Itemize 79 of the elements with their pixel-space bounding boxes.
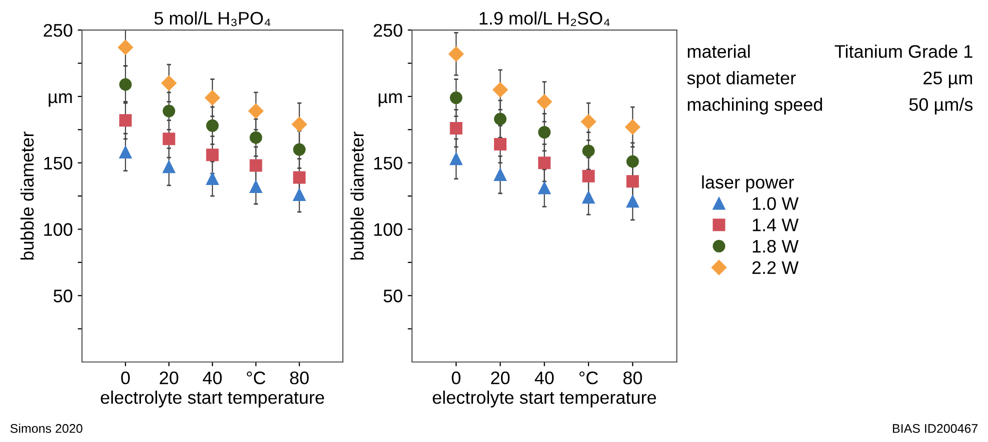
x-axis-title: electrolyte start temperature xyxy=(100,390,324,408)
point xyxy=(494,168,507,182)
text: 50 µm/s xyxy=(909,98,973,114)
point xyxy=(580,114,596,130)
y-tick-label: 50 xyxy=(384,290,402,302)
x-tick-label: 0 xyxy=(452,372,460,384)
point xyxy=(494,112,507,126)
point xyxy=(538,156,551,170)
y-axis-title: bubble diameter xyxy=(20,132,34,260)
x-tick-label: 80 xyxy=(290,372,309,384)
x-tick-label: 40 xyxy=(202,372,222,384)
legend-label: 2.2 W xyxy=(752,261,799,274)
point xyxy=(293,143,306,156)
y-axis-title: bubble diameter xyxy=(350,132,364,260)
point xyxy=(492,82,508,98)
point xyxy=(450,122,462,135)
point xyxy=(119,114,132,127)
point xyxy=(448,46,464,62)
x-axis-title: electrolyte start temperature xyxy=(432,390,656,408)
point xyxy=(206,119,219,132)
chart-title: 5 mol/L H₃PO₄ xyxy=(154,11,270,26)
point xyxy=(626,195,639,208)
point xyxy=(161,76,177,91)
point xyxy=(119,146,132,158)
point xyxy=(206,148,219,162)
y-tick-label: 50 xyxy=(54,290,72,302)
point xyxy=(582,170,595,182)
y-tick-label: 150 xyxy=(44,156,72,170)
point xyxy=(538,182,551,194)
x-tick-label: °C xyxy=(246,372,266,384)
point xyxy=(248,103,264,119)
x-tick-label: 20 xyxy=(491,372,510,384)
y-tick-label: 150 xyxy=(374,156,402,170)
x-tick-label: 20 xyxy=(160,372,178,384)
point xyxy=(582,144,595,158)
point xyxy=(250,180,262,193)
point xyxy=(625,119,640,135)
legend-label: 1.0 W xyxy=(752,197,799,210)
point xyxy=(204,90,220,106)
point xyxy=(538,126,551,139)
point xyxy=(119,78,132,91)
point xyxy=(450,92,462,104)
point xyxy=(494,138,507,150)
text: Titanium Grade 1 xyxy=(834,44,972,58)
y-tick-label: µm xyxy=(48,93,72,107)
point xyxy=(118,40,134,55)
x-tick-label: 0 xyxy=(121,372,130,384)
point xyxy=(450,152,462,166)
y-tick-label: 100 xyxy=(44,223,72,236)
y-tick-label: µm xyxy=(378,93,402,107)
x-tick-label: 40 xyxy=(534,372,554,384)
point xyxy=(250,159,262,172)
legend-title: laser power xyxy=(702,175,794,192)
point xyxy=(250,131,262,144)
point xyxy=(582,191,595,204)
point xyxy=(162,160,176,174)
y-tick-label: 250 xyxy=(374,24,402,37)
point xyxy=(626,175,639,188)
point xyxy=(162,132,176,146)
point xyxy=(626,155,639,168)
point xyxy=(293,188,306,201)
text: spot diameter xyxy=(687,71,796,88)
point xyxy=(536,94,552,110)
point xyxy=(206,172,219,186)
point xyxy=(292,116,307,132)
point xyxy=(293,171,306,184)
legend-label: 1.4 W xyxy=(752,218,799,232)
text: Simons 2020 xyxy=(10,424,82,433)
legend-label: 1.8 W xyxy=(752,240,799,253)
text: machining speed xyxy=(688,98,822,114)
chart-title: 1.9 mol/L H₂SO₄ xyxy=(480,11,610,26)
point xyxy=(162,104,176,118)
y-tick-label: 250 xyxy=(44,24,72,37)
x-tick-label: 80 xyxy=(623,372,642,384)
text: BIAS ID200467 xyxy=(892,424,978,433)
y-tick-label: 100 xyxy=(374,223,402,236)
text: 25 µm xyxy=(924,72,972,88)
text: material xyxy=(688,44,750,58)
x-tick-label: °C xyxy=(579,372,598,384)
